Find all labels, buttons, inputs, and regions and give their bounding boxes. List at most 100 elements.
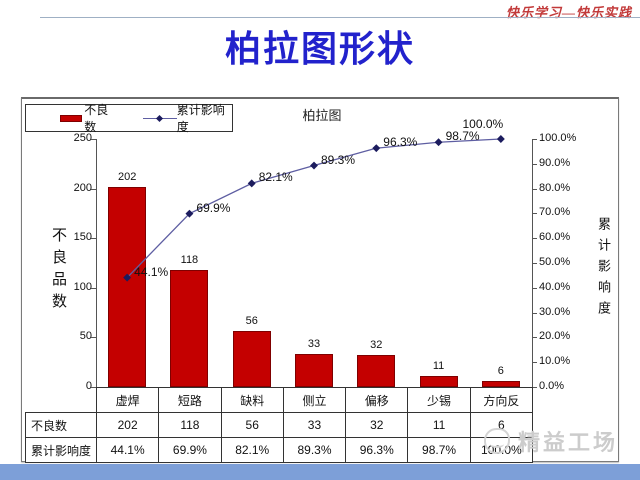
watermark-text: 精益工场 [518,430,619,455]
pareto-line-svg [123,135,505,282]
left-axis-tick [91,387,96,388]
bar [419,376,458,387]
bar-value-label: 6 [497,365,504,378]
right-axis-tick-label: 90.0% [539,156,571,169]
pareto-chart-panel: 不良数 累计影响度 柏拉图 不良品数 累计影响度 202 118 56 33 32 11 6… [21,97,619,463]
category-header-cell: 偏移 [345,387,409,413]
row-label-cell: 不良数 [25,412,97,438]
bar-series-swatch-icon [60,114,83,122]
right-axis-tick [532,139,537,140]
table-value-cell: 6 [469,412,533,438]
right-axis-tick [532,188,537,190]
line-percent-label: 96.3% [383,135,418,150]
category-header-cell: 方向反 [469,387,533,413]
left-axis-tick-label: 0 [85,380,92,392]
left-axis-tick [91,238,96,240]
table-value-cell: 32 [345,412,409,438]
bar-value-label: 11 [432,360,445,373]
bar [232,331,271,387]
left-axis-tick-label: 150 [73,231,92,244]
chart-title: 柏拉图 [302,108,342,123]
table-value-cell: 82.1% [220,437,284,463]
table-value-cell: 100.0% [469,437,533,463]
right-axis-tick [532,387,537,388]
page-title: 柏拉图形状 [224,28,415,69]
table-value-cell: 69.9% [158,437,222,463]
line-percent-label: 100.0% [462,117,504,131]
bar-value-label: 32 [370,339,383,352]
right-axis-tick-label: 80.0% [539,181,571,194]
bar-value-label: 33 [307,338,321,351]
right-axis-tick-label: 10.0% [539,355,571,368]
line-percent-label: 89.3% [321,152,356,167]
right-axis-tick-label: 70.0% [539,206,571,219]
right-axis-tick [532,287,537,289]
bar-value-label: 202 [117,170,137,183]
line-series-swatch-icon [143,114,178,123]
header-divider [40,17,640,18]
right-axis-tick-label: 40.0% [539,280,571,293]
category-header-cell: 缺料 [220,387,284,413]
line-marker [496,135,505,143]
line-percent-label: 44.1% [134,264,169,279]
right-axis-tick [532,238,537,240]
left-axis-tick-label: 100 [73,280,92,293]
table-row: 累计影响度 44.1% 69.9% 82.1% 89.3% 96.3% 98.7% 100.0… [25,437,533,463]
line-percent-label: 69.9% [196,200,231,215]
line-percent-label: 98.7% [445,129,480,144]
bar [295,354,333,387]
bar [357,355,396,387]
bar [170,269,209,387]
table-row: 不良数 202 118 56 33 32 11 6 [25,412,533,438]
line-marker [247,179,256,188]
legend-label-defects: 不良数 [84,103,109,134]
table-value-cell: 44.1% [95,437,160,463]
bar [108,186,147,387]
table-value-cell: 202 [95,412,160,438]
right-axis-tick [532,312,537,314]
left-axis-title: 不良品数 [50,227,67,315]
line-marker [434,138,443,147]
category-header-cell: 侧立 [282,387,347,413]
plot-area: 202 118 56 33 32 11 6 44.1% 69.9% 82.1% 89.3% 96.3%… [96,117,532,387]
right-axis-tick [532,337,537,339]
bar [481,381,520,387]
line-marker [372,144,381,153]
right-axis-tick-label: 60.0% [539,231,571,244]
table-value-cell: 56 [220,412,284,438]
table-value-cell: 118 [158,412,222,438]
table-value-cell: 33 [282,412,347,438]
table-corner-cell [26,388,97,413]
table-value-cell: 89.3% [282,437,347,463]
bar-value-label: 118 [180,253,199,266]
row-label-cell: 累计影响度 [25,437,97,463]
table-value-cell: 11 [407,412,471,438]
right-axis-tick-label: 20.0% [539,330,571,343]
footer-accent-bar [0,464,640,480]
category-header-cell: 短路 [158,387,222,413]
right-axis-tick-label: 50.0% [539,256,571,268]
right-axis-tick [532,263,537,264]
category-header-cell: 少锡 [407,387,471,413]
table-value-cell: 96.3% [345,437,409,463]
left-axis-tick-label: 250 [73,132,92,144]
right-axis-tick [532,163,537,165]
category-header-cell: 虚焊 [95,387,160,413]
right-axis-title: 累计影响度 [596,217,611,322]
right-axis-tick [532,362,537,364]
left-axis-tick [91,287,96,289]
right-axis-tick-label: 30.0% [539,305,571,318]
slide-slogan: 快乐学习—快乐实践 [505,5,632,20]
left-axis-line [96,139,97,387]
line-marker [310,161,318,170]
left-axis-tick [91,188,96,190]
legend-label-cumulative: 累计影响度 [176,103,225,134]
left-axis-tick [91,139,96,140]
bar-value-label: 56 [245,315,258,328]
left-axis-tick-label: 50 [79,330,92,343]
line-percent-label: 82.1% [258,170,293,185]
left-axis-tick-label: 200 [73,181,92,194]
right-axis-tick [532,213,537,215]
table-row: 虚焊 短路 缺料 侧立 偏移 少锡 方向反 [26,387,533,413]
table-value-cell: 98.7% [407,437,471,463]
